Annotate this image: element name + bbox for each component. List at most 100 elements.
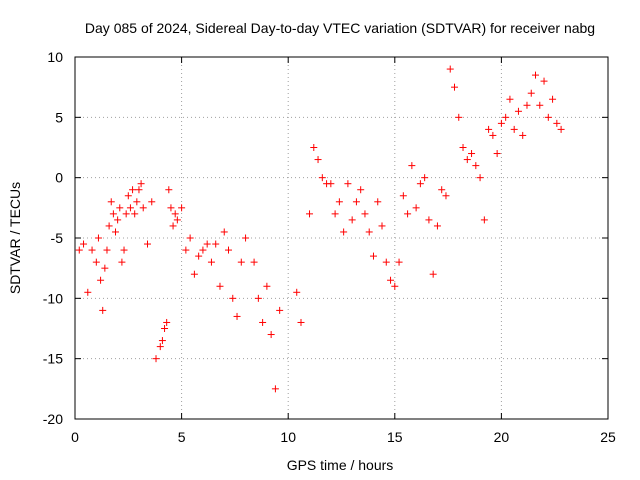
- data-point: [118, 258, 126, 266]
- data-point: [195, 252, 203, 260]
- data-point: [167, 204, 175, 212]
- data-point: [88, 246, 96, 254]
- data-point: [103, 246, 111, 254]
- data-point: [94, 234, 102, 242]
- x-tick-label: 15: [387, 429, 403, 445]
- y-tick-label: -15: [43, 351, 63, 367]
- data-point: [114, 216, 122, 224]
- data-point: [468, 150, 476, 158]
- data-point: [293, 288, 301, 296]
- data-point: [523, 101, 531, 109]
- y-axis-label: SDTVAR / TECUs: [7, 182, 23, 294]
- data-point: [357, 186, 365, 194]
- data-point: [557, 125, 565, 133]
- data-point: [480, 216, 488, 224]
- data-point: [163, 318, 171, 326]
- data-point: [387, 276, 395, 284]
- data-point: [408, 162, 416, 170]
- grid: [75, 57, 608, 419]
- data-point: [519, 131, 527, 139]
- data-point: [369, 252, 377, 260]
- data-point: [514, 107, 522, 115]
- data-point: [186, 234, 194, 242]
- x-tick-label: 25: [600, 429, 616, 445]
- data-point: [344, 180, 352, 188]
- data-point: [242, 234, 250, 242]
- data-point: [233, 312, 241, 320]
- data-point: [220, 228, 228, 236]
- data-point: [124, 192, 132, 200]
- data-point: [340, 228, 348, 236]
- data-point: [158, 337, 166, 345]
- data-point: [502, 113, 510, 121]
- data-point: [105, 222, 113, 230]
- data-point: [318, 174, 326, 182]
- data-point: [433, 222, 441, 230]
- data-point: [199, 246, 207, 254]
- data-point: [510, 125, 518, 133]
- plot-frame: [74, 56, 609, 420]
- data-point: [365, 228, 373, 236]
- data-point: [553, 119, 561, 127]
- data-point: [446, 65, 454, 73]
- data-point: [173, 216, 181, 224]
- data-point: [131, 210, 139, 218]
- data-point: [348, 216, 356, 224]
- x-axis-label: GPS time / hours: [287, 457, 394, 473]
- data-point: [331, 210, 339, 218]
- data-point: [267, 331, 275, 339]
- data-point: [544, 113, 552, 121]
- data-point: [297, 318, 305, 326]
- data-point: [450, 83, 458, 91]
- data-point: [374, 198, 382, 206]
- data-point: [148, 198, 156, 206]
- data-points: [75, 65, 565, 393]
- data-point: [527, 89, 535, 97]
- y-tick-label: 0: [55, 170, 63, 186]
- y-tick-label: 10: [47, 49, 63, 65]
- data-point: [92, 258, 100, 266]
- data-point: [506, 95, 514, 103]
- data-point: [455, 113, 463, 121]
- data-point: [271, 385, 279, 393]
- y-tick-label: 5: [55, 109, 63, 125]
- data-point: [143, 240, 151, 248]
- x-tick-label: 5: [178, 429, 186, 445]
- data-point: [352, 198, 360, 206]
- data-point: [540, 77, 548, 85]
- data-point: [306, 210, 314, 218]
- data-point: [207, 258, 215, 266]
- data-point: [156, 343, 164, 351]
- data-point: [442, 192, 450, 200]
- x-tick-label: 20: [494, 429, 510, 445]
- data-point: [314, 156, 322, 164]
- data-point: [395, 258, 403, 266]
- data-point: [139, 204, 147, 212]
- data-point: [463, 156, 471, 164]
- data-point: [101, 264, 109, 272]
- data-point: [120, 246, 128, 254]
- data-point: [532, 71, 540, 79]
- y-tick-label: -5: [51, 230, 64, 246]
- data-point: [438, 186, 446, 194]
- data-point: [152, 355, 160, 363]
- data-point: [254, 294, 262, 302]
- data-point: [212, 240, 220, 248]
- x-tick-label: 0: [71, 429, 79, 445]
- data-point: [169, 222, 177, 230]
- data-point: [229, 294, 237, 302]
- data-point: [335, 198, 343, 206]
- data-point: [327, 180, 335, 188]
- data-point: [112, 228, 120, 236]
- data-point: [382, 258, 390, 266]
- data-point: [190, 270, 198, 278]
- data-point: [425, 216, 433, 224]
- data-point: [99, 306, 107, 314]
- data-point: [493, 150, 501, 158]
- data-point: [109, 210, 117, 218]
- data-point: [459, 144, 467, 151]
- data-point: [361, 210, 369, 218]
- y-tick-label: -20: [43, 411, 63, 427]
- data-point: [203, 240, 211, 248]
